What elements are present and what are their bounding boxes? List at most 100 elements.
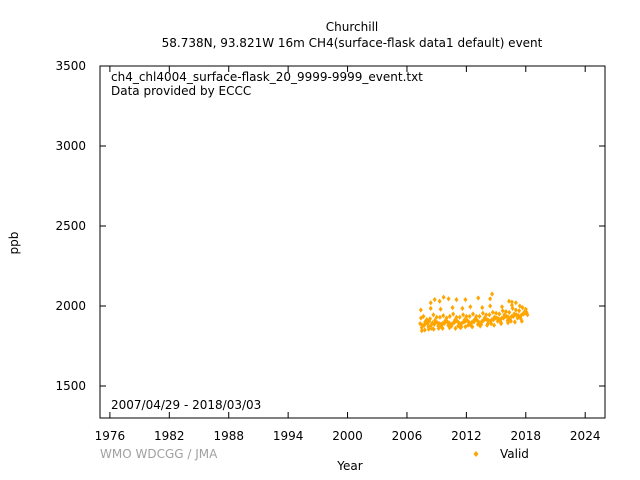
- data-point: [517, 303, 522, 309]
- data-point: [479, 321, 484, 327]
- chart-subtitle: 58.738N, 93.821W 16m CH4(surface-flask d…: [162, 36, 543, 50]
- data-point: [428, 305, 433, 311]
- data-point: [428, 316, 433, 322]
- data-point: [506, 298, 511, 304]
- data-point: [509, 299, 514, 305]
- data-point: [462, 317, 467, 323]
- legend-marker-valid: [473, 451, 479, 457]
- data-point: [454, 297, 459, 303]
- data-point: [418, 307, 423, 313]
- data-point: [432, 321, 437, 327]
- data-point: [473, 317, 478, 323]
- data-point: [444, 315, 449, 321]
- y-axis-label: ppb: [7, 232, 21, 255]
- annotation-date-range: 2007/04/29 - 2018/03/03: [111, 398, 261, 412]
- data-point: [483, 316, 488, 322]
- data-point: [488, 296, 493, 302]
- data-point: [447, 325, 452, 331]
- data-point: [481, 317, 486, 323]
- data-point: [486, 317, 491, 323]
- y-tick-label: 1500: [55, 379, 86, 393]
- data-point: [491, 317, 496, 323]
- data-point: [497, 311, 502, 317]
- data-point: [432, 317, 437, 323]
- x-tick-label: 2000: [332, 429, 363, 443]
- data-point: [463, 318, 468, 324]
- data-point: [487, 312, 492, 318]
- data-point: [524, 309, 529, 315]
- data-point: [430, 320, 435, 326]
- x-tick-label: 2024: [570, 429, 601, 443]
- x-tick-label: 1976: [95, 429, 126, 443]
- data-point: [457, 314, 462, 320]
- data-point: [431, 326, 436, 332]
- data-point: [494, 310, 499, 316]
- data-point: [508, 317, 513, 323]
- data-point: [495, 318, 500, 324]
- data-point: [465, 317, 470, 323]
- data-point: [428, 300, 433, 306]
- data-point: [525, 312, 530, 318]
- plot-frame: [99, 65, 606, 419]
- x-tick-label: 2006: [392, 429, 423, 443]
- data-point: [426, 326, 431, 332]
- data-point: [425, 321, 430, 327]
- data-point: [418, 321, 423, 327]
- data-point: [461, 312, 466, 318]
- data-point: [502, 312, 507, 318]
- data-point: [496, 316, 501, 322]
- data-point: [436, 325, 441, 331]
- data-points: [418, 291, 530, 334]
- x-tick-label: 2018: [511, 429, 542, 443]
- data-point: [477, 313, 482, 319]
- x-axis-ticks: 1976 1982 1988 1994 2000 2006 2012 2018 2024: [95, 66, 601, 443]
- data-point: [498, 317, 503, 323]
- data-point: [484, 312, 489, 318]
- data-point: [517, 308, 522, 314]
- data-point: [422, 327, 427, 333]
- data-point: [484, 317, 489, 323]
- data-point: [421, 313, 426, 319]
- legend-label-valid: Valid: [500, 447, 529, 461]
- data-point: [505, 317, 510, 323]
- data-point: [446, 296, 451, 302]
- data-point: [431, 312, 436, 318]
- data-point: [480, 318, 485, 324]
- x-tick-label: 1988: [213, 429, 244, 443]
- x-tick-label: 1994: [273, 429, 304, 443]
- data-point: [438, 321, 443, 327]
- data-point: [471, 311, 476, 317]
- y-tick-label: 2000: [55, 299, 86, 313]
- data-point: [432, 297, 437, 303]
- data-point: [499, 321, 504, 327]
- data-point: [468, 321, 473, 327]
- data-point: [509, 302, 514, 308]
- data-point: [447, 320, 452, 326]
- data-point: [435, 320, 440, 326]
- data-point: [458, 321, 463, 327]
- data-point: [468, 304, 473, 310]
- data-point: [419, 325, 424, 331]
- y-tick-label: 3500: [55, 59, 86, 73]
- y-tick-label: 2500: [55, 219, 86, 233]
- data-point: [485, 322, 490, 328]
- data-point: [503, 309, 508, 315]
- data-point: [437, 314, 442, 320]
- data-point: [424, 317, 429, 323]
- x-tick-label: 2012: [451, 429, 482, 443]
- data-point: [514, 312, 519, 318]
- data-point: [476, 295, 481, 301]
- x-axis-label: Year: [336, 459, 362, 473]
- data-point: [450, 305, 455, 311]
- data-point: [492, 322, 497, 328]
- data-point: [451, 311, 456, 317]
- data-point: [520, 305, 525, 311]
- data-point: [507, 309, 512, 315]
- data-point: [470, 324, 475, 330]
- data-point: [513, 300, 518, 306]
- data-point: [519, 318, 524, 324]
- data-point: [437, 321, 442, 327]
- data-point: [463, 324, 468, 330]
- data-point: [437, 298, 442, 304]
